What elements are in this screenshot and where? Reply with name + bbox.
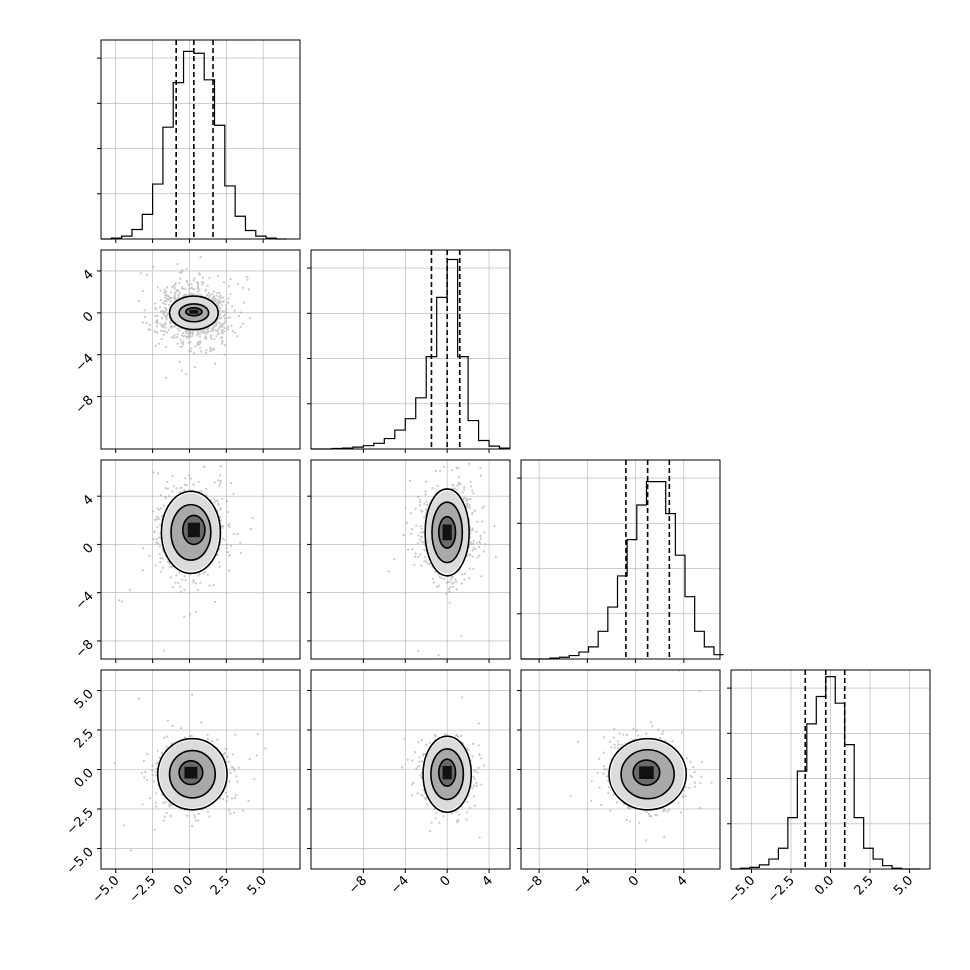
contour-line: [170, 503, 212, 561]
density-peak: [187, 522, 200, 538]
density-peak: [639, 766, 654, 779]
histogram-panel-0: [97, 39, 301, 243]
y-tick-label: 4: [80, 267, 96, 283]
contour-line: [620, 748, 675, 800]
x-tick-label: −8: [522, 873, 546, 897]
contour-line: [437, 758, 457, 787]
x-tick-label: −4: [388, 873, 412, 897]
axes-frame: [100, 249, 301, 450]
density-peak: [184, 766, 198, 779]
y-tick-label: 4: [80, 492, 96, 508]
y-tick-label: 0: [80, 541, 96, 557]
y-tick-label: 5.0: [72, 687, 97, 712]
axes-frame: [310, 249, 511, 450]
scatter-panel-3-2: −8 −4 0 4: [517, 669, 721, 897]
scatter-panel-2-0: −8 −4 0 4: [73, 459, 301, 663]
histogram-bar: [521, 481, 724, 660]
x-tick-label: 0: [438, 873, 454, 889]
contour-line: [160, 490, 222, 575]
x-tick-label: 4: [479, 873, 495, 889]
x-tick-label: −5.0: [725, 873, 758, 906]
contour-line: [156, 737, 228, 811]
axes-frame: [100, 39, 301, 240]
x-tick-label: 2.5: [208, 873, 233, 898]
scatter-panel-2-1: [307, 459, 511, 663]
contour-line: [168, 749, 217, 799]
scatter-panel-3-1: −8 −4 0 4: [307, 669, 511, 897]
contour-line: [168, 295, 219, 331]
axes-frame: [100, 459, 301, 660]
y-tick-label: 2.5: [72, 726, 97, 751]
x-tick-label: −5.0: [90, 873, 123, 906]
x-tick-label: 2.5: [852, 873, 877, 898]
density-peak: [442, 524, 452, 541]
axes-frame: [520, 459, 721, 660]
y-tick-label: −4: [73, 589, 97, 613]
contour-line: [422, 735, 473, 813]
histogram-bar: [311, 258, 510, 450]
histogram-panel-3: −5.0 −2.5 0.0 2.5 5.0: [725, 669, 931, 906]
x-tick-label: −8: [346, 873, 370, 897]
y-tick-label: 0.0: [72, 766, 97, 791]
contour-line: [182, 514, 206, 546]
density-peak: [189, 309, 199, 314]
density-peak: [442, 765, 452, 780]
scatter-panel-3-0: −5.0 −2.5 0.0 2.5 5.0−5.0−2.50.02.55.0: [64, 669, 301, 906]
x-tick-label: 0.0: [171, 873, 196, 898]
contour-line: [431, 501, 464, 564]
y-tick-label: −2.5: [64, 805, 97, 838]
contour-line: [184, 307, 203, 317]
histogram-panel-2: [517, 459, 724, 663]
y-tick-label: 0: [80, 309, 96, 325]
x-tick-label: −2.5: [126, 873, 159, 906]
contour-line: [178, 760, 204, 786]
x-tick-label: 5.0: [245, 873, 270, 898]
contour-line: [437, 515, 457, 549]
x-tick-label: 5.0: [891, 873, 916, 898]
x-tick-label: 4: [674, 873, 690, 889]
contour-line: [178, 303, 210, 323]
histogram-panel-1: [307, 249, 511, 453]
axes-frame: [310, 459, 511, 660]
y-tick-label: −4: [73, 351, 97, 375]
contour-line: [430, 748, 465, 801]
contour-line: [632, 759, 661, 787]
contour-line: [424, 488, 470, 577]
y-tick-label: −8: [73, 393, 97, 417]
x-tick-label: 0.0: [812, 873, 837, 898]
x-tick-label: 0: [626, 873, 642, 889]
contour-line: [608, 737, 688, 811]
x-tick-label: −4: [570, 873, 594, 897]
y-tick-label: −5.0: [64, 845, 97, 878]
y-tick-label: −8: [73, 637, 97, 661]
x-tick-label: −2.5: [765, 873, 798, 906]
scatter-panel-1-0: −8 −4 0 4: [73, 249, 301, 453]
